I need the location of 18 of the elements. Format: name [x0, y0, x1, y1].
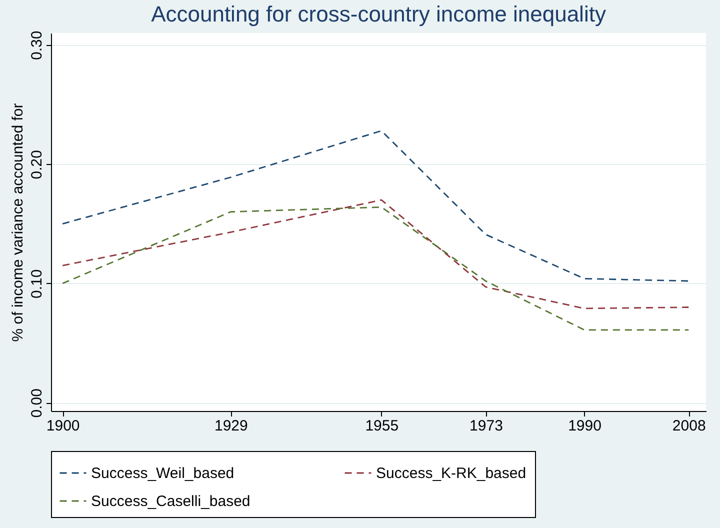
x-tick-label: 1900 — [46, 418, 80, 434]
legend-label: Success_Weil_based — [91, 465, 234, 482]
chart-title: Accounting for cross-country income inequality — [151, 1, 606, 26]
x-tick-label: 1990 — [568, 418, 602, 434]
line-series — [62, 199, 690, 310]
y-tick-label: 0.10 — [28, 269, 46, 299]
legend-label: Success_Caselli_based — [91, 493, 250, 510]
y-tick-label: 0.00 — [28, 388, 46, 418]
x-tick-label: 1955 — [365, 418, 399, 434]
x-tick-label: 1929 — [214, 418, 248, 434]
legend-label: Success_K-RK_based — [376, 465, 526, 482]
line-series — [62, 206, 690, 331]
y-tick-label: 0.30 — [28, 30, 46, 60]
x-tick-label: 1973 — [470, 418, 503, 434]
x-tick-label: 2008 — [672, 418, 706, 434]
y-axis-title: % of income variance accounted for — [10, 103, 26, 342]
line-series — [62, 130, 690, 282]
y-tick-label: 0.20 — [28, 150, 46, 180]
